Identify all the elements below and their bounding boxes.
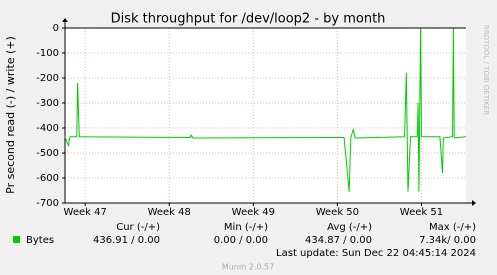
x-tick-label: Week 50 (316, 207, 359, 218)
footer: Munin 2.0.57 (222, 263, 274, 272)
x-tick-label: Week 47 (64, 207, 107, 218)
legend-value: 436.91 / 0.00 (93, 235, 160, 246)
last-update: Last update: Sun Dec 22 04:45:14 2024 (276, 248, 476, 259)
y-tick-label: -200 (36, 73, 59, 84)
legend-header: Avg (-/+) (327, 222, 372, 233)
y-tick-label: -700 (36, 198, 59, 209)
y-axis-label: Pr second read (-) / write (+) (4, 36, 17, 194)
x-tick-label: Week 48 (148, 207, 191, 218)
side-label: RRDTOOL / TOBI OETIKER (482, 25, 490, 115)
legend-header: Max (-/+) (429, 222, 476, 233)
legend-header: Cur (-/+) (116, 222, 160, 233)
legend-value: 434.87 / 0.00 (305, 235, 372, 246)
legend-value: 0.00 / 0.00 (214, 235, 268, 246)
y-tick-label: -600 (36, 173, 59, 184)
y-tick-label: -400 (36, 123, 59, 134)
legend-swatch (13, 236, 20, 243)
axis-arrow (472, 200, 476, 206)
y-tick-label: 0 (53, 23, 59, 34)
y-tick-label: -100 (36, 48, 59, 59)
y-tick-label: -300 (36, 98, 59, 109)
legend-label: Bytes (26, 235, 54, 246)
x-tick-label: Week 51 (400, 207, 443, 218)
chart-title: Disk throughput for /dev/loop2 - by mont… (111, 12, 386, 27)
x-tick-label: Week 49 (232, 207, 275, 218)
data-line (64, 27, 467, 192)
axis-arrow (62, 18, 68, 22)
y-tick-label: -500 (36, 148, 59, 159)
plot-area (65, 28, 466, 203)
legend-value: 7.34k/ 0.00 (419, 235, 476, 246)
legend-header: Min (-/+) (224, 222, 268, 233)
